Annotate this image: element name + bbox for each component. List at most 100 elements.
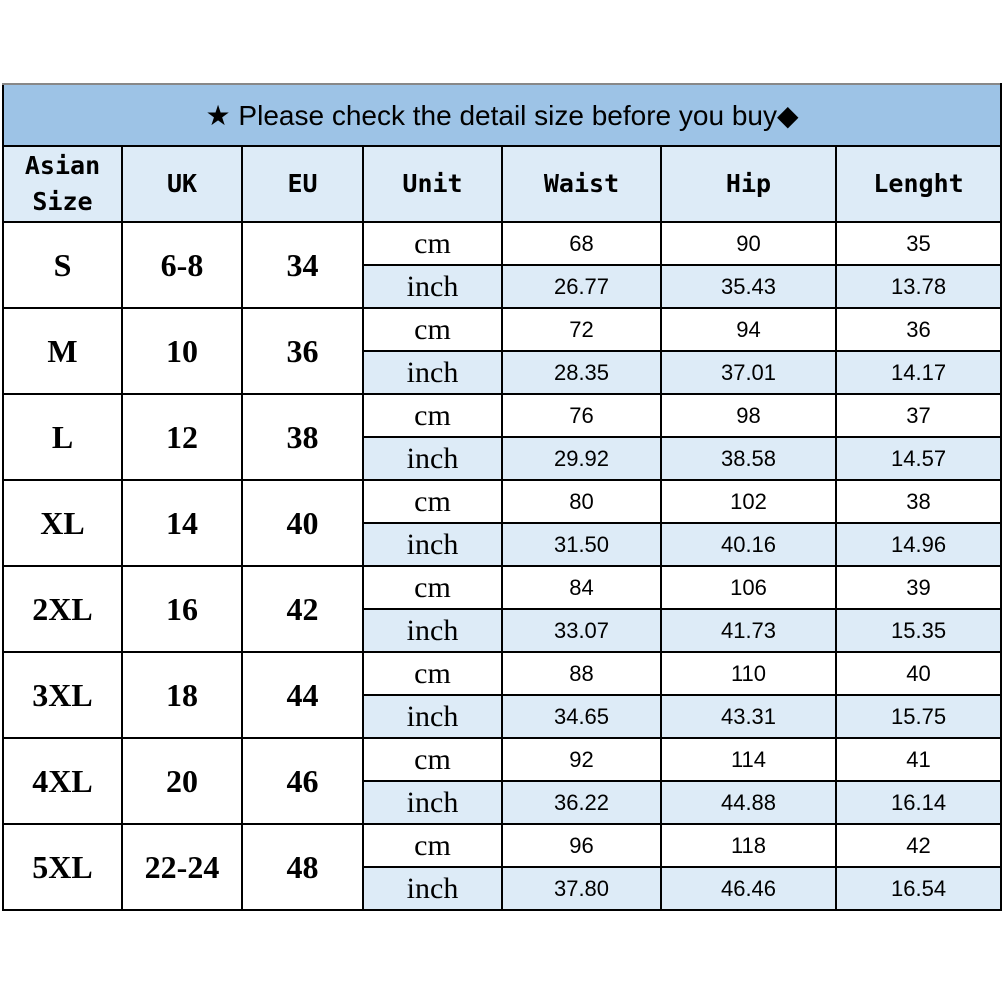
table-row-inch: inch 31.50 40.16 14.96 (3, 522, 1002, 567)
length-cell: 42 (834, 823, 1002, 868)
waist-cell: 33.07 (501, 608, 662, 653)
length-cell: 13.78 (834, 264, 1002, 309)
waist-cell: 96 (501, 823, 662, 868)
hip-cell: 98 (660, 393, 837, 438)
header-eu: EU (241, 145, 364, 223)
hip-cell: 94 (660, 307, 837, 352)
uk-size-cell: 6-8 (121, 221, 243, 309)
uk-size-cell: 22-24 (121, 823, 243, 911)
hip-cell: 40.16 (660, 522, 837, 567)
asian-size-cell: S (2, 221, 123, 309)
table-row-cm: L 12 38 cm 76 98 37 (2, 393, 1002, 481)
unit-cell: inch (362, 780, 503, 825)
length-cell: 16.54 (834, 866, 1002, 911)
hip-cell: 43.31 (660, 694, 837, 739)
unit-cell: cm (362, 565, 503, 610)
table-row-inch: inch 37.80 46.46 16.54 (3, 866, 1002, 911)
unit-cell: inch (362, 436, 503, 481)
table-row-cm: XL 14 40 cm 80 102 38 (2, 479, 1002, 567)
asian-size-cell: M (2, 307, 123, 395)
uk-size-cell: 14 (121, 479, 243, 567)
eu-size-cell: 48 (241, 823, 364, 911)
unit-cell: cm (362, 651, 503, 696)
unit-cell: cm (362, 307, 503, 352)
table-row-inch: inch 34.65 43.31 15.75 (3, 694, 1002, 739)
length-cell: 38 (834, 479, 1002, 524)
waist-cell: 84 (501, 565, 662, 610)
unit-cell: cm (362, 221, 503, 266)
waist-cell: 34.65 (501, 694, 662, 739)
asian-size-cell: 4XL (2, 737, 123, 825)
unit-cell: inch (362, 694, 503, 739)
waist-cell: 26.77 (501, 264, 662, 309)
table-row-inch: inch 28.35 37.01 14.17 (3, 350, 1002, 395)
eu-size-cell: 36 (241, 307, 364, 395)
asian-size-cell: 5XL (2, 823, 123, 911)
hip-cell: 37.01 (660, 350, 837, 395)
hip-cell: 44.88 (660, 780, 837, 825)
uk-size-cell: 12 (121, 393, 243, 481)
hip-cell: 35.43 (660, 264, 837, 309)
unit-cell: inch (362, 866, 503, 911)
unit-cell: cm (362, 479, 503, 524)
hip-cell: 118 (660, 823, 837, 868)
waist-cell: 31.50 (501, 522, 662, 567)
table-row-inch: inch 36.22 44.88 16.14 (3, 780, 1002, 825)
table-row-inch: inch 29.92 38.58 14.57 (3, 436, 1002, 481)
waist-cell: 28.35 (501, 350, 662, 395)
hip-cell: 41.73 (660, 608, 837, 653)
header-unit: Unit (362, 145, 503, 223)
waist-cell: 72 (501, 307, 662, 352)
eu-size-cell: 34 (241, 221, 364, 309)
length-cell: 36 (834, 307, 1002, 352)
length-cell: 35 (834, 221, 1002, 266)
hip-cell: 102 (660, 479, 837, 524)
length-cell: 15.35 (834, 608, 1002, 653)
waist-cell: 29.92 (501, 436, 662, 481)
length-cell: 14.17 (834, 350, 1002, 395)
header-waist: Waist (501, 145, 662, 223)
length-cell: 41 (834, 737, 1002, 782)
length-cell: 37 (834, 393, 1002, 438)
uk-size-cell: 20 (121, 737, 243, 825)
waist-cell: 80 (501, 479, 662, 524)
length-cell: 15.75 (834, 694, 1002, 739)
uk-size-cell: 16 (121, 565, 243, 653)
uk-size-cell: 10 (121, 307, 243, 395)
eu-size-cell: 44 (241, 651, 364, 739)
eu-size-cell: 38 (241, 393, 364, 481)
unit-cell: inch (362, 608, 503, 653)
size-chart-table: ★ Please check the detail size before yo… (1, 83, 1002, 911)
unit-cell: inch (362, 350, 503, 395)
eu-size-cell: 40 (241, 479, 364, 567)
length-cell: 39 (834, 565, 1002, 610)
hip-cell: 90 (660, 221, 837, 266)
length-cell: 14.57 (834, 436, 1002, 481)
unit-cell: cm (362, 823, 503, 868)
waist-cell: 92 (501, 737, 662, 782)
header-uk: UK (121, 145, 243, 223)
table-row-inch: inch 26.77 35.43 13.78 (3, 264, 1002, 309)
eu-size-cell: 46 (241, 737, 364, 825)
length-cell: 14.96 (834, 522, 1002, 567)
waist-cell: 88 (501, 651, 662, 696)
unit-cell: inch (362, 264, 503, 309)
header-length: Lenght (834, 145, 1002, 223)
length-cell: 40 (834, 651, 1002, 696)
table-row-cm: S 6-8 34 cm 68 90 35 (2, 221, 1002, 309)
table-row-cm: M 10 36 cm 72 94 36 (2, 307, 1002, 395)
hip-cell: 38.58 (660, 436, 837, 481)
unit-cell: inch (362, 522, 503, 567)
waist-cell: 76 (501, 393, 662, 438)
asian-size-cell: 2XL (2, 565, 123, 653)
length-cell: 16.14 (834, 780, 1002, 825)
hip-cell: 110 (660, 651, 837, 696)
table-row-cm: 4XL 20 46 cm 92 114 41 (2, 737, 1002, 825)
table-row-cm: 5XL 22-24 48 cm 96 118 42 (2, 823, 1002, 911)
waist-cell: 68 (501, 221, 662, 266)
asian-size-cell: XL (2, 479, 123, 567)
header-asian-size: Asian Size (2, 145, 123, 223)
table-row-cm: 2XL 16 42 cm 84 106 39 (2, 565, 1002, 653)
header-row: Asian Size UK EU Unit Waist Hip Lenght (2, 145, 1002, 223)
hip-cell: 46.46 (660, 866, 837, 911)
